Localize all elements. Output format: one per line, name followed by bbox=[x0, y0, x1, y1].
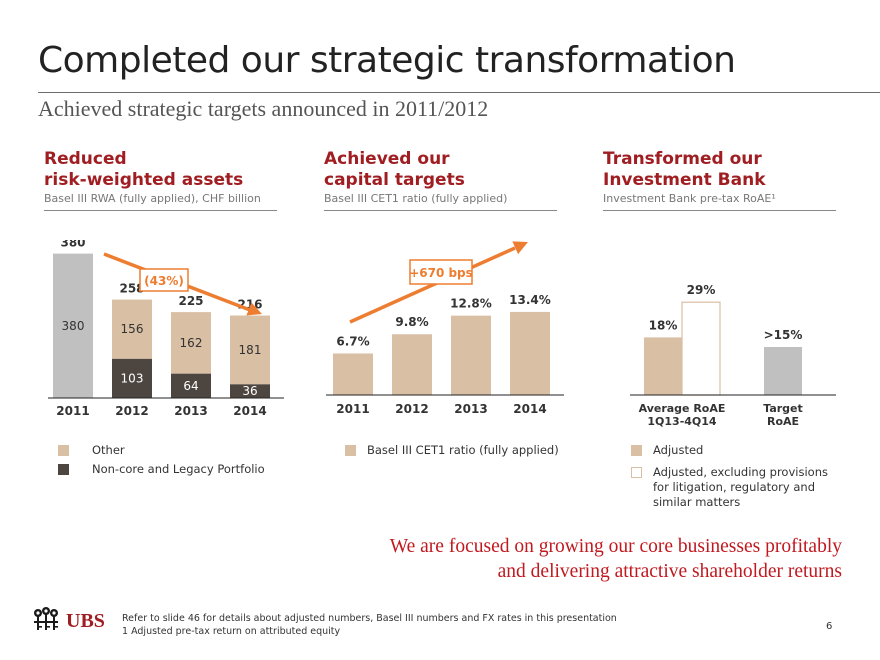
column-rule-capital bbox=[324, 210, 557, 211]
page-number: 6 bbox=[826, 621, 833, 632]
tick-2012: 2012 bbox=[115, 404, 148, 418]
ubs-keys-icon bbox=[30, 606, 62, 638]
heading-line-2: risk-weighted assets bbox=[44, 170, 244, 190]
rwa-chart: 380 380 2011 156 103 258 2012 162 64 225 2013 181 36… bbox=[40, 236, 290, 434]
label-total-2012: 258 bbox=[119, 282, 144, 296]
bar-other-2013 bbox=[171, 312, 211, 374]
trend-arrow-line bbox=[349, 246, 516, 324]
tick-2012: 2012 bbox=[395, 402, 428, 416]
bar-adjusted-excl bbox=[681, 301, 721, 396]
column-heading-ib: Transformed our Investment Bank Investme… bbox=[603, 149, 776, 205]
annotation-box bbox=[139, 268, 189, 292]
heading-line-2: Investment Bank bbox=[603, 170, 766, 190]
column-rule-rwa bbox=[44, 210, 277, 211]
page-title: Completed our strategic transformation bbox=[38, 40, 736, 81]
bar-adjusted bbox=[644, 337, 682, 395]
legend-swatch-cet1 bbox=[345, 445, 356, 456]
label-cet1-2014: 13.4% bbox=[509, 293, 551, 307]
bar-target bbox=[764, 347, 802, 395]
page-subtitle: Achieved strategic targets announced in … bbox=[38, 96, 489, 121]
trend-arrow-head bbox=[246, 302, 262, 316]
label-other-2012: 156 bbox=[121, 322, 144, 336]
heading-sub: Investment Bank pre-tax RoAE¹ bbox=[603, 192, 776, 205]
label-other-2013: 162 bbox=[180, 336, 203, 350]
tick-2014: 2014 bbox=[513, 402, 546, 416]
bar-target-label: >15% bbox=[764, 328, 803, 342]
legend-other: Other bbox=[92, 443, 125, 457]
bar-adjusted-label: 18% bbox=[649, 318, 678, 332]
title-divider bbox=[38, 92, 880, 93]
label-cet1-2012: 9.8% bbox=[395, 315, 428, 329]
legend-cet1: Basel III CET1 ratio (fully applied) bbox=[367, 443, 559, 457]
tick-2011: 2011 bbox=[56, 404, 89, 418]
bar-adjusted-excl-label: 29% bbox=[687, 283, 716, 297]
bar-other-2014 bbox=[230, 315, 270, 385]
label-cet1-2011: 6.7% bbox=[336, 334, 369, 348]
label-cet1-2013: 12.8% bbox=[450, 297, 492, 311]
tick-2013: 2013 bbox=[174, 404, 207, 418]
legend-adjusted: Adjusted bbox=[653, 443, 704, 457]
tick-category-1-line-1: RoAE bbox=[767, 415, 799, 428]
tick-2014: 2014 bbox=[233, 404, 266, 418]
bar-legacy-2014 bbox=[230, 384, 270, 398]
footnote-line-1: Refer to slide 46 for details about adju… bbox=[122, 613, 617, 624]
heading-sub: Basel III RWA (fully applied), CHF billi… bbox=[44, 192, 261, 205]
footnotes: Refer to slide 46 for details about adju… bbox=[122, 612, 617, 638]
bar-cet1-2012 bbox=[392, 334, 432, 395]
legend-line: similar matters bbox=[653, 495, 741, 509]
tick-category-0-line-1: 1Q13-4Q14 bbox=[647, 415, 717, 428]
label-other-2014: 181 bbox=[239, 343, 262, 357]
bar-cet1-2013 bbox=[451, 315, 491, 395]
label-total-2011: 380 bbox=[60, 240, 85, 250]
legend-adjusted-excl: Adjusted, excluding provisions for litig… bbox=[653, 465, 828, 510]
bar-legacy-2013 bbox=[171, 373, 211, 398]
legend-swatch-adjusted-excl bbox=[631, 467, 642, 478]
tick-category-1-line-0: Target bbox=[763, 402, 803, 415]
bar-legacy-2012 bbox=[112, 358, 152, 398]
tagline-line-2: and delivering attractive shareholder re… bbox=[497, 561, 842, 582]
column-rule-ib bbox=[603, 210, 836, 211]
label-legacy-2012: 103 bbox=[121, 371, 144, 385]
tick-category-0-line-0: Average RoAE bbox=[639, 402, 726, 415]
legend-line: for litigation, regulatory and bbox=[653, 480, 815, 494]
bar-other-2011 bbox=[53, 253, 93, 398]
bar-cet1-2011 bbox=[333, 353, 373, 395]
heading-line-1: Transformed our bbox=[603, 149, 762, 169]
legend-line: Adjusted, excluding provisions bbox=[653, 465, 828, 479]
column-heading-rwa: Reduced risk-weighted assets Basel III R… bbox=[44, 149, 261, 205]
bar-other-2012 bbox=[112, 299, 152, 359]
heading-line-2: capital targets bbox=[324, 170, 465, 190]
cet1-chart: 6.7% 2011 9.8% 2012 12.8% 2013 13.4% 2014 +670 b… bbox=[320, 230, 570, 434]
tagline-line-1: We are focused on growing our core busin… bbox=[389, 536, 842, 557]
heading-line-1: Reduced bbox=[44, 149, 127, 169]
heading-sub: Basel III CET1 ratio (fully applied) bbox=[324, 192, 508, 205]
annotation-box bbox=[409, 259, 473, 285]
annotation-label: +670 bps bbox=[409, 266, 473, 280]
trend-arrow-head bbox=[512, 241, 528, 255]
roae-chart: 18% 29% >15% Average RoAE 1Q13-4Q14 Target RoA… bbox=[600, 280, 840, 444]
tick-2011: 2011 bbox=[336, 402, 369, 416]
label-total-2013: 225 bbox=[178, 294, 203, 308]
label-legacy-2013: 64 bbox=[183, 379, 198, 393]
heading-line-1: Achieved our bbox=[324, 149, 450, 169]
footnote-line-2: 1 Adjusted pre-tax return on attributed … bbox=[122, 626, 341, 637]
legend-swatch-adjusted bbox=[631, 445, 642, 456]
label-other-2011: 380 bbox=[62, 319, 85, 333]
ubs-logo-text: UBS bbox=[66, 610, 105, 632]
legend-legacy: Non-core and Legacy Portfolio bbox=[92, 462, 265, 476]
annotation-label: (43%) bbox=[144, 274, 184, 288]
column-heading-capital: Achieved our capital targets Basel III C… bbox=[324, 149, 507, 205]
bar-cet1-2014 bbox=[510, 311, 550, 395]
legend-swatch-other bbox=[58, 445, 69, 456]
tick-2013: 2013 bbox=[454, 402, 487, 416]
legend-swatch-legacy bbox=[58, 464, 69, 475]
label-legacy-2014: 36 bbox=[242, 384, 257, 398]
